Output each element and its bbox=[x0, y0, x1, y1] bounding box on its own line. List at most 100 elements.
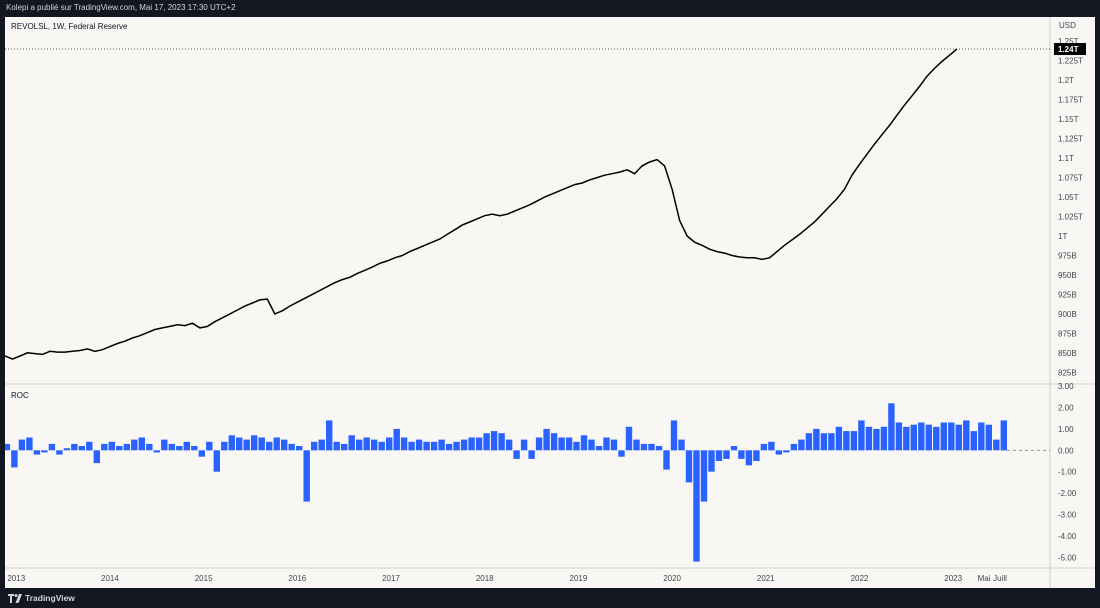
roc-bar bbox=[505, 439, 513, 451]
roc-bar bbox=[775, 450, 783, 455]
time-tick-label: 2013 bbox=[7, 574, 25, 583]
roc-bar bbox=[146, 443, 153, 451]
roc-tick-label: -5.00 bbox=[1058, 553, 1077, 562]
roc-bar bbox=[221, 441, 228, 451]
roc-bar bbox=[618, 450, 625, 457]
price-tick-label: 1.05T bbox=[1058, 193, 1079, 202]
time-tick-label: 2016 bbox=[288, 574, 306, 583]
roc-bar bbox=[828, 433, 835, 451]
roc-bar bbox=[191, 446, 198, 451]
roc-bar bbox=[93, 450, 100, 464]
roc-bar bbox=[386, 437, 393, 451]
roc-bar bbox=[723, 450, 730, 459]
roc-bar bbox=[11, 450, 18, 468]
roc-bar bbox=[363, 437, 370, 451]
price-tick-label: 1.2T bbox=[1058, 76, 1074, 85]
roc-bar bbox=[468, 437, 475, 451]
price-tick-label: 975B bbox=[1058, 251, 1077, 260]
time-tick-label: 2018 bbox=[476, 574, 494, 583]
roc-bar bbox=[813, 428, 820, 451]
roc-bar bbox=[805, 433, 813, 451]
roc-bar bbox=[820, 433, 828, 451]
roc-bar bbox=[400, 437, 408, 451]
roc-bar bbox=[648, 443, 655, 451]
roc-bar bbox=[843, 431, 850, 451]
publisher-text: Kolepi a publié sur TradingView.com, Mai… bbox=[6, 3, 236, 12]
roc-bar bbox=[161, 439, 168, 451]
roc-bar bbox=[610, 439, 618, 451]
roc-pane-title: ROC bbox=[11, 391, 29, 400]
time-axis-ticks: 2013 2014 2015 2016 2017 2018 2019 2020 2021 2022… bbox=[7, 574, 1007, 583]
roc-tick-label: 1.00 bbox=[1058, 425, 1074, 434]
roc-bar bbox=[318, 439, 325, 451]
roc-bar bbox=[251, 435, 258, 451]
roc-bar bbox=[490, 431, 498, 451]
roc-bar bbox=[753, 450, 760, 461]
roc-bar bbox=[168, 443, 175, 451]
chart-canvas[interactable]: REVOLSL, 1W, Federal Reserve USD ROC 825… bbox=[3, 17, 1095, 588]
roc-bar bbox=[693, 450, 700, 562]
roc-bar bbox=[176, 446, 183, 451]
time-tick-label: 2022 bbox=[851, 574, 869, 583]
chart-svg[interactable]: REVOLSL, 1W, Federal Reserve USD ROC 825… bbox=[3, 17, 1095, 588]
roc-tick-label: -2.00 bbox=[1058, 489, 1077, 498]
roc-bar bbox=[850, 431, 858, 451]
roc-bar bbox=[655, 446, 663, 451]
roc-bar bbox=[258, 437, 265, 451]
roc-bar bbox=[311, 441, 318, 451]
roc-bar bbox=[1000, 420, 1007, 451]
footer-bar: TradingView bbox=[0, 588, 1100, 608]
roc-bar bbox=[408, 441, 415, 451]
roc-bar bbox=[573, 441, 580, 451]
roc-bar bbox=[198, 450, 205, 457]
price-tick-label: 1.25T bbox=[1058, 37, 1079, 46]
roc-bar bbox=[273, 437, 280, 451]
roc-bar bbox=[243, 439, 250, 451]
tradingview-logo[interactable]: TradingView bbox=[8, 593, 75, 603]
roc-bar bbox=[153, 450, 160, 453]
roc-bar bbox=[715, 450, 723, 461]
price-tick-label: 900B bbox=[1058, 310, 1077, 319]
roc-bar bbox=[948, 422, 955, 451]
roc-bar bbox=[603, 437, 610, 451]
roc-bar bbox=[108, 441, 115, 451]
roc-bar bbox=[498, 433, 505, 451]
roc-bar bbox=[206, 441, 213, 451]
price-tick-label: 1.15T bbox=[1058, 115, 1079, 124]
roc-bar bbox=[558, 437, 565, 451]
roc-bar bbox=[326, 420, 333, 451]
roc-bar bbox=[918, 422, 925, 451]
roc-bar bbox=[993, 439, 1000, 451]
roc-bar bbox=[236, 437, 243, 451]
price-tick-label: 1.075T bbox=[1058, 174, 1083, 183]
main-series-line bbox=[4, 48, 958, 360]
roc-bar bbox=[985, 424, 992, 451]
roc-bar bbox=[925, 424, 932, 451]
roc-bar bbox=[371, 439, 378, 451]
roc-bar bbox=[640, 443, 648, 451]
roc-bar bbox=[865, 426, 873, 451]
price-tick-label: 825B bbox=[1058, 368, 1077, 377]
roc-bar bbox=[438, 439, 445, 451]
roc-bar bbox=[790, 443, 798, 451]
roc-tick-label: 3.00 bbox=[1058, 382, 1074, 391]
roc-bar bbox=[296, 446, 303, 451]
roc-bar bbox=[378, 441, 385, 451]
roc-bar bbox=[565, 437, 573, 451]
roc-bar bbox=[71, 443, 78, 451]
time-tick-label: 2023 bbox=[944, 574, 962, 583]
roc-bar bbox=[858, 420, 865, 451]
price-tick-label: 1.125T bbox=[1058, 135, 1083, 144]
last-price-badge-text: 1.24T bbox=[1058, 45, 1079, 54]
roc-bar bbox=[26, 437, 33, 451]
roc-bar bbox=[131, 439, 138, 451]
price-tick-label: 1.1T bbox=[1058, 154, 1074, 163]
main-pane-title: REVOLSL, 1W, Federal Reserve bbox=[11, 22, 128, 31]
roc-bar bbox=[550, 433, 558, 451]
roc-bar bbox=[625, 426, 633, 451]
roc-bar bbox=[595, 446, 603, 451]
roc-bar bbox=[430, 441, 438, 451]
currency-label: USD bbox=[1059, 21, 1076, 30]
roc-bar bbox=[63, 448, 71, 451]
roc-bar bbox=[123, 443, 130, 451]
